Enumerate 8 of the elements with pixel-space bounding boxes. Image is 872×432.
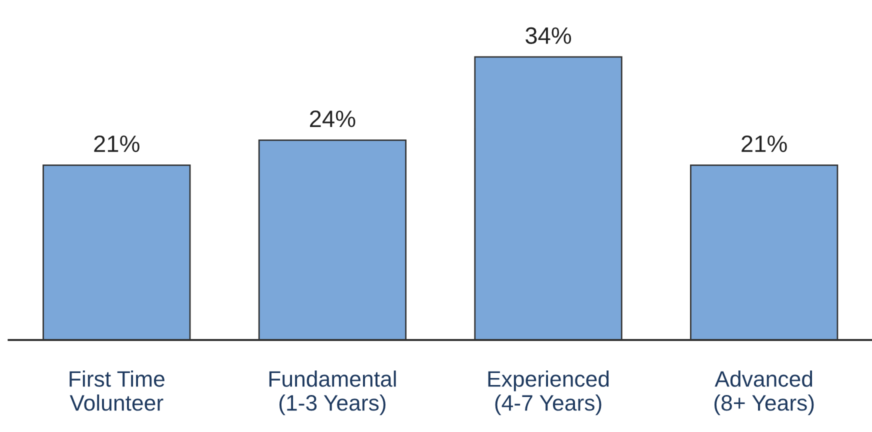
data-label: 21% — [94, 135, 140, 152]
data-label: 34% — [526, 27, 572, 44]
data-label: 24% — [310, 110, 356, 128]
x-tick-label: Advanced (8+ Years) — [714, 370, 814, 416]
data-label: 21% — [742, 135, 787, 152]
x-tick-label: Experienced (4-7 Years) — [488, 370, 609, 416]
x-tick-label: First Time Volunteer — [70, 370, 164, 411]
x-tick-label: Fundamental (1-3 Years) — [269, 370, 396, 416]
